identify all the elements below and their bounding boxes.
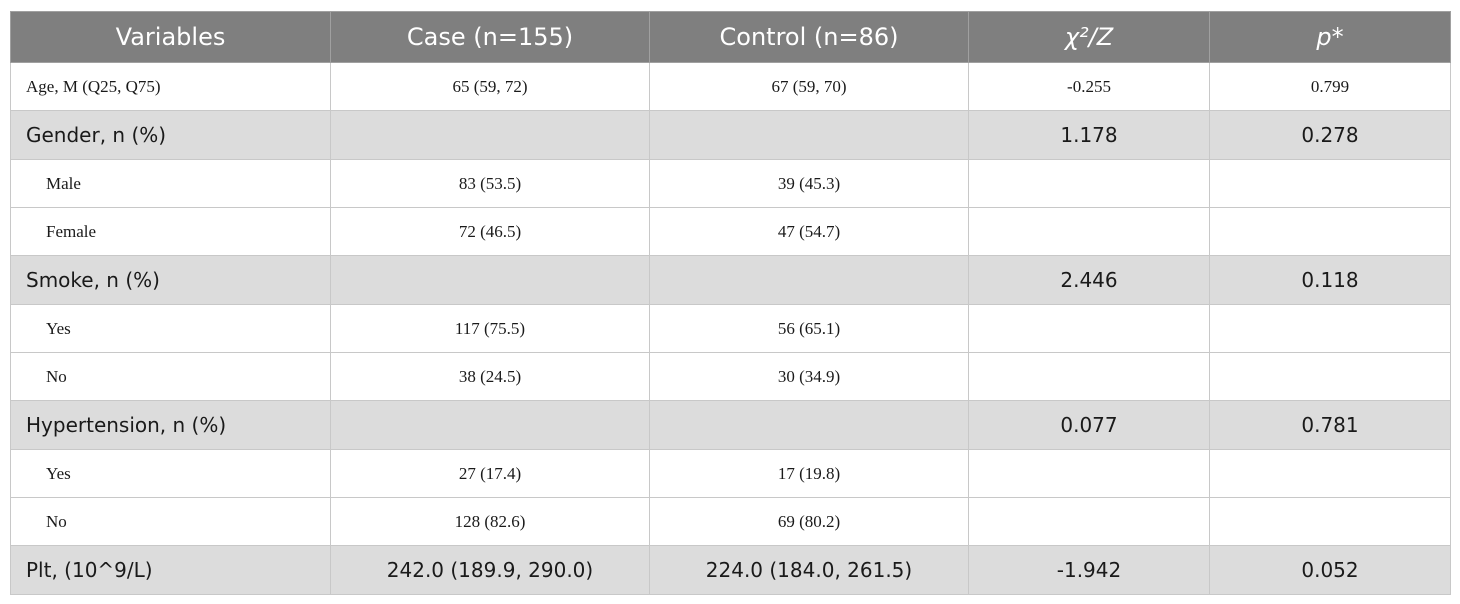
cell: 0.799 xyxy=(1209,62,1451,111)
row-label: Male xyxy=(10,159,331,208)
cell xyxy=(1209,497,1451,546)
data-table: Variables Case (n=155) Control (n=86) χ²/Z p… xyxy=(10,11,1451,595)
cell xyxy=(968,449,1210,498)
header-cell: p* xyxy=(1209,11,1451,63)
table-row: Yes 27 (17.4) 17 (19.8) xyxy=(10,449,1451,498)
row-label: No xyxy=(10,497,331,546)
table-row: Female 72 (46.5) 47 (54.7) xyxy=(10,207,1451,256)
cell xyxy=(649,110,969,160)
cell: 72 (46.5) xyxy=(330,207,650,256)
cell: 0.077 xyxy=(968,400,1210,450)
table-row: Yes 117 (75.5) 56 (65.1) xyxy=(10,304,1451,353)
cell xyxy=(968,352,1210,401)
row-label: Smoke, n (%) xyxy=(10,255,331,305)
row-label: Hypertension, n (%) xyxy=(10,400,331,450)
cell xyxy=(330,400,650,450)
cell: 67 (59, 70) xyxy=(649,62,969,111)
table-row: Age, M (Q25, Q75) 65 (59, 72) 67 (59, 70) -… xyxy=(10,62,1451,111)
cell xyxy=(1209,159,1451,208)
cell: 38 (24.5) xyxy=(330,352,650,401)
table-row: Male 83 (53.5) 39 (45.3) xyxy=(10,159,1451,208)
cell: 30 (34.9) xyxy=(649,352,969,401)
cell: 69 (80.2) xyxy=(649,497,969,546)
row-label: Age, M (Q25, Q75) xyxy=(10,62,331,111)
cell: 83 (53.5) xyxy=(330,159,650,208)
cell: 242.0 (189.9, 290.0) xyxy=(330,545,650,595)
cell: 0.781 xyxy=(1209,400,1451,450)
cell: 2.446 xyxy=(968,255,1210,305)
header-cell: Control (n=86) xyxy=(649,11,969,63)
cell xyxy=(968,304,1210,353)
table-row: No 128 (82.6) 69 (80.2) xyxy=(10,497,1451,546)
cell xyxy=(968,497,1210,546)
cell xyxy=(1209,304,1451,353)
cell: 0.278 xyxy=(1209,110,1451,160)
header-cell: χ²/Z xyxy=(968,11,1210,63)
table-row: Smoke, n (%) 2.446 0.118 xyxy=(10,255,1451,305)
cell: 39 (45.3) xyxy=(649,159,969,208)
table-row: No 38 (24.5) 30 (34.9) xyxy=(10,352,1451,401)
row-label: No xyxy=(10,352,331,401)
cell xyxy=(1209,207,1451,256)
table-row: Hypertension, n (%) 0.077 0.781 xyxy=(10,400,1451,450)
cell: 65 (59, 72) xyxy=(330,62,650,111)
cell: 0.052 xyxy=(1209,545,1451,595)
row-label: Female xyxy=(10,207,331,256)
row-label: Yes xyxy=(10,449,331,498)
cell: 117 (75.5) xyxy=(330,304,650,353)
row-label: Yes xyxy=(10,304,331,353)
cell: 17 (19.8) xyxy=(649,449,969,498)
cell xyxy=(1209,449,1451,498)
cell: 128 (82.6) xyxy=(330,497,650,546)
cell xyxy=(649,400,969,450)
cell xyxy=(649,255,969,305)
cell: 27 (17.4) xyxy=(330,449,650,498)
cell xyxy=(1209,352,1451,401)
table-row: Plt, (10^9/L) 242.0 (189.9, 290.0) 224.0 (… xyxy=(10,545,1451,595)
cell: 0.118 xyxy=(1209,255,1451,305)
cell: 56 (65.1) xyxy=(649,304,969,353)
cell xyxy=(330,110,650,160)
table-row: Gender, n (%) 1.178 0.278 xyxy=(10,110,1451,160)
header-cell: Case (n=155) xyxy=(330,11,650,63)
cell xyxy=(968,159,1210,208)
cell: 47 (54.7) xyxy=(649,207,969,256)
cell xyxy=(968,207,1210,256)
header-cell: Variables xyxy=(10,11,331,63)
row-label: Gender, n (%) xyxy=(10,110,331,160)
cell: -0.255 xyxy=(968,62,1210,111)
cell xyxy=(330,255,650,305)
row-label: Plt, (10^9/L) xyxy=(10,545,331,595)
header-row: Variables Case (n=155) Control (n=86) χ²/Z p… xyxy=(10,11,1451,63)
cell: 1.178 xyxy=(968,110,1210,160)
cell: -1.942 xyxy=(968,545,1210,595)
cell: 224.0 (184.0, 261.5) xyxy=(649,545,969,595)
